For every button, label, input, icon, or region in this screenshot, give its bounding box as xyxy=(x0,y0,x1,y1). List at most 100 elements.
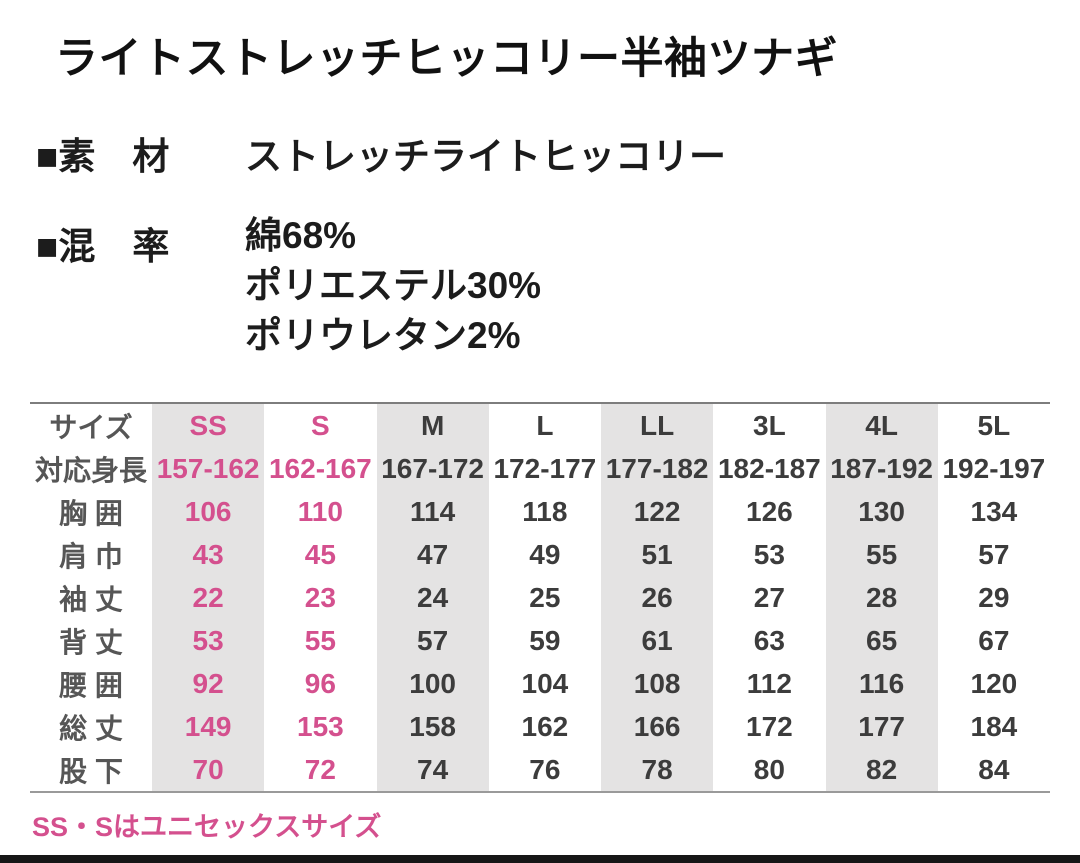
size-value-cell: 47 xyxy=(376,533,489,576)
size-value-cell: 177 xyxy=(825,705,938,748)
size-value-cell: 74 xyxy=(376,748,489,792)
size-value-cell: 106 xyxy=(152,490,265,533)
size-value-cell: 67 xyxy=(978,624,1010,656)
size-value-cell: 27 xyxy=(753,581,785,613)
unisex-note: SS・Sはユニセックスサイズ xyxy=(32,812,382,842)
size-value-cell: 130 xyxy=(825,490,938,533)
size-value-cell: 55 xyxy=(825,533,938,576)
size-value-cell: 172 xyxy=(746,710,793,742)
size-table-row: 胸 囲 106 110 114 118 122 126 130 134 xyxy=(30,490,1050,533)
size-value-cell: 126 xyxy=(746,495,793,527)
size-value-cell: 166 xyxy=(601,705,714,748)
size-value-cell: 51 xyxy=(601,533,714,576)
size-value-cell: 49 xyxy=(529,538,561,570)
blend-label: ■混 率 xyxy=(36,226,170,267)
size-value-cell: 162 xyxy=(521,710,569,742)
size-table-head: サイズ SS S M L LL 3L 4L 5L xyxy=(30,403,1050,447)
blend-value-polyester: ポリエステル30% xyxy=(245,265,542,306)
size-value-cell: 118 xyxy=(522,495,568,527)
blend-values: 綿68% ポリエステル30% ポリウレタン2% xyxy=(245,215,542,366)
blend-row: ■混 率 綿68% ポリエステル30% ポリウレタン2% xyxy=(36,215,1080,366)
size-table-header-row: サイズ SS S M L LL 3L 4L 5L xyxy=(30,403,1050,447)
size-value-cell: 134 xyxy=(970,495,1018,527)
size-value-cell: 23 xyxy=(304,581,336,613)
size-row-label: 胸 囲 xyxy=(59,497,123,529)
size-value-cell: 29 xyxy=(978,581,1010,613)
bottom-bar xyxy=(0,855,1080,863)
material-value: ストレッチライトヒッコリー xyxy=(245,136,726,177)
size-column-header: LL xyxy=(601,403,714,447)
size-column-header: L xyxy=(536,409,554,441)
size-value-cell: 110 xyxy=(297,495,343,527)
size-value-cell: 92 xyxy=(152,662,265,705)
size-value-cell: 57 xyxy=(978,538,1010,570)
blend-value-polyurethane: ポリウレタン2% xyxy=(245,315,521,356)
size-value-cell: 162-167 xyxy=(268,452,372,484)
size-value-cell: 158 xyxy=(376,705,489,748)
size-value-cell: 76 xyxy=(529,753,561,785)
size-table-corner-label: サイズ xyxy=(49,411,133,443)
size-value-cell: 70 xyxy=(152,748,265,792)
material-label: ■素 材 xyxy=(36,136,170,177)
size-table-row: 袖 丈 22 23 24 25 26 27 28 29 xyxy=(30,576,1050,619)
size-table: サイズ SS S M L LL 3L 4L 5L 対応身長 157-162 162-167 167-1… xyxy=(30,402,1050,793)
product-title: ライトストレッチヒッコリー半袖ツナギ xyxy=(55,35,838,83)
size-table-body: 対応身長 157-162 162-167 167-172 172-177 177-182 1… xyxy=(30,447,1050,792)
size-table-row: 背 丈 53 55 57 59 61 63 65 67 xyxy=(30,619,1050,662)
size-row-label: 袖 丈 xyxy=(59,583,123,615)
size-column-header: 4L xyxy=(825,403,938,447)
size-value-cell: 55 xyxy=(304,624,336,656)
blend-value-cotton: 綿68% xyxy=(245,215,357,256)
size-value-cell: 26 xyxy=(601,576,714,619)
size-value-cell: 57 xyxy=(376,619,489,662)
size-value-cell: 108 xyxy=(601,662,714,705)
size-column-header: S xyxy=(311,409,330,441)
size-value-cell: 120 xyxy=(970,667,1018,699)
size-value-cell: 172-177 xyxy=(493,452,597,484)
size-value-cell: 53 xyxy=(152,619,265,662)
size-row-label: 背 丈 xyxy=(59,626,123,658)
size-value-cell: 149 xyxy=(152,705,265,748)
size-row-label: 総 丈 xyxy=(59,712,123,744)
size-value-cell: 112 xyxy=(746,667,792,699)
size-value-cell: 100 xyxy=(376,662,489,705)
size-value-cell: 22 xyxy=(152,576,265,619)
size-value-cell: 122 xyxy=(601,490,714,533)
size-value-cell: 116 xyxy=(825,662,938,705)
size-value-cell: 167-172 xyxy=(376,447,489,490)
size-column-header: SS xyxy=(152,403,265,447)
size-value-cell: 24 xyxy=(376,576,489,619)
size-value-cell: 104 xyxy=(521,667,569,699)
material-row: ■素 材 ストレッチライトヒッコリー xyxy=(36,126,1080,180)
size-row-label: 肩 巾 xyxy=(59,540,123,572)
size-table-row: 肩 巾 43 45 47 49 51 53 55 57 xyxy=(30,533,1050,576)
size-table-row: 腰 囲 92 96 100 104 108 112 116 120 xyxy=(30,662,1050,705)
product-spec-sheet: ライトストレッチヒッコリー半袖ツナギ ■素 材 ストレッチライトヒッコリー ■混… xyxy=(0,35,1080,863)
size-value-cell: 43 xyxy=(152,533,265,576)
size-value-cell: 82 xyxy=(825,748,938,792)
size-row-label: 股 下 xyxy=(59,755,123,787)
size-row-label: 腰 囲 xyxy=(59,669,123,701)
size-value-cell: 61 xyxy=(601,619,714,662)
size-value-cell: 157-162 xyxy=(152,447,265,490)
size-value-cell: 80 xyxy=(753,753,785,785)
size-value-cell: 192-197 xyxy=(942,452,1046,484)
size-value-cell: 72 xyxy=(304,753,336,785)
size-value-cell: 114 xyxy=(376,490,489,533)
size-value-cell: 177-182 xyxy=(601,447,714,490)
size-table-wrap: サイズ SS S M L LL 3L 4L 5L 対応身長 157-162 162-167 167-1… xyxy=(30,402,1050,793)
size-table-row: 股 下 70 72 74 76 78 80 82 84 xyxy=(30,748,1050,792)
size-value-cell: 45 xyxy=(304,538,336,570)
size-value-cell: 25 xyxy=(529,581,561,613)
size-value-cell: 84 xyxy=(978,753,1010,785)
size-value-cell: 78 xyxy=(601,748,714,792)
size-table-row: 対応身長 157-162 162-167 167-172 172-177 177-182 1… xyxy=(30,447,1050,490)
size-value-cell: 187-192 xyxy=(825,447,938,490)
size-value-cell: 182-187 xyxy=(717,452,821,484)
size-value-cell: 53 xyxy=(753,538,785,570)
size-column-header: 5L xyxy=(977,409,1011,441)
size-value-cell: 96 xyxy=(304,667,336,699)
size-value-cell: 28 xyxy=(825,576,938,619)
size-value-cell: 153 xyxy=(297,710,344,742)
size-value-cell: 184 xyxy=(970,710,1018,742)
